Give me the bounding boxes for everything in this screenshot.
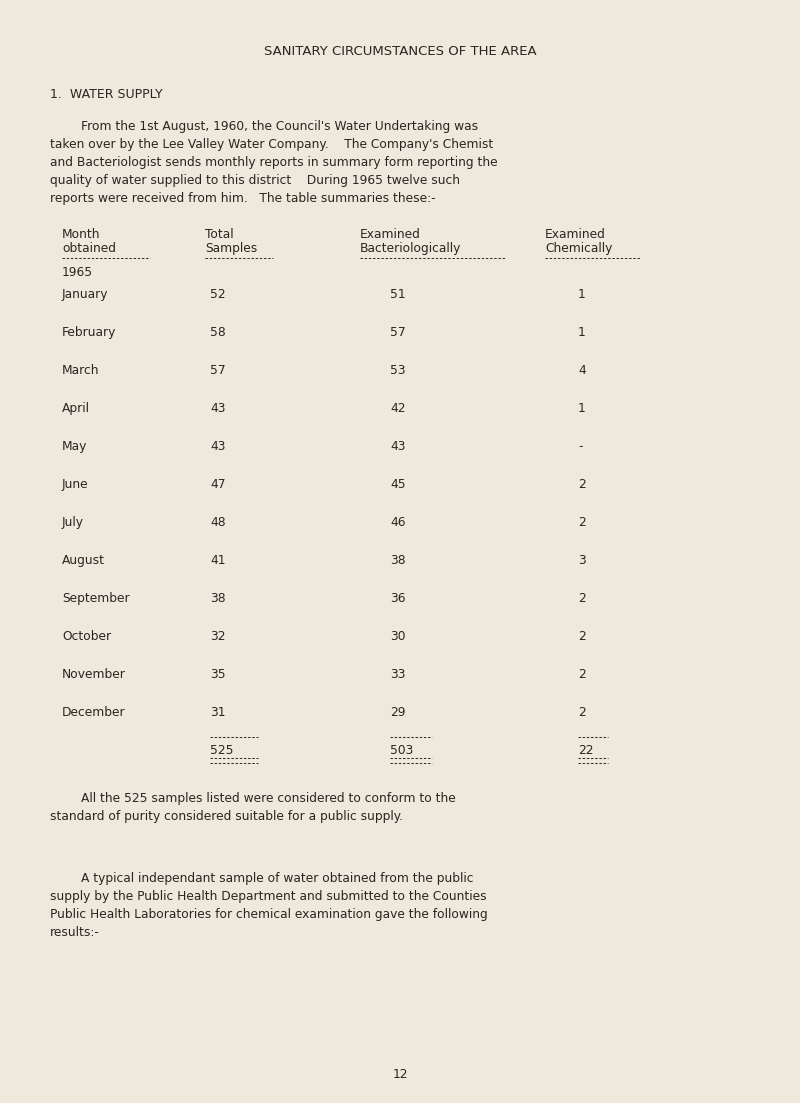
Text: November: November: [62, 668, 126, 681]
Text: standard of purity considered suitable for a public supply.: standard of purity considered suitable f…: [50, 810, 403, 823]
Text: 12: 12: [392, 1068, 408, 1081]
Text: 29: 29: [390, 706, 406, 719]
Text: 2: 2: [578, 706, 586, 719]
Text: 51: 51: [390, 288, 406, 301]
Text: July: July: [62, 516, 84, 529]
Text: Total: Total: [205, 228, 234, 240]
Text: 2: 2: [578, 478, 586, 491]
Text: June: June: [62, 478, 89, 491]
Text: 2: 2: [578, 668, 586, 681]
Text: 38: 38: [390, 554, 406, 567]
Text: 46: 46: [390, 516, 406, 529]
Text: 22: 22: [578, 745, 594, 757]
Text: Samples: Samples: [205, 242, 258, 255]
Text: 33: 33: [390, 668, 406, 681]
Text: 45: 45: [390, 478, 406, 491]
Text: From the 1st August, 1960, the Council's Water Undertaking was: From the 1st August, 1960, the Council's…: [50, 120, 478, 133]
Text: April: April: [62, 401, 90, 415]
Text: 3: 3: [578, 554, 586, 567]
Text: supply by the Public Health Department and submitted to the Counties: supply by the Public Health Department a…: [50, 890, 486, 903]
Text: All the 525 samples listed were considered to conform to the: All the 525 samples listed were consider…: [50, 792, 456, 805]
Text: 1: 1: [578, 288, 586, 301]
Text: Month: Month: [62, 228, 101, 240]
Text: 38: 38: [210, 592, 226, 606]
Text: and Bacteriologist sends monthly reports in summary form reporting the: and Bacteriologist sends monthly reports…: [50, 156, 498, 169]
Text: results:-: results:-: [50, 927, 100, 939]
Text: January: January: [62, 288, 109, 301]
Text: 2: 2: [578, 516, 586, 529]
Text: 57: 57: [210, 364, 226, 377]
Text: February: February: [62, 326, 116, 339]
Text: 57: 57: [390, 326, 406, 339]
Text: quality of water supplied to this district    During 1965 twelve such: quality of water supplied to this distri…: [50, 174, 460, 188]
Text: 36: 36: [390, 592, 406, 606]
Text: 1965: 1965: [62, 266, 93, 279]
Text: taken over by the Lee Valley Water Company.    The Company's Chemist: taken over by the Lee Valley Water Compa…: [50, 138, 494, 151]
Text: 2: 2: [578, 592, 586, 606]
Text: 43: 43: [390, 440, 406, 453]
Text: 4: 4: [578, 364, 586, 377]
Text: -: -: [578, 440, 582, 453]
Text: May: May: [62, 440, 87, 453]
Text: 42: 42: [390, 401, 406, 415]
Text: Examined: Examined: [545, 228, 606, 240]
Text: 43: 43: [210, 401, 226, 415]
Text: 503: 503: [390, 745, 414, 757]
Text: 41: 41: [210, 554, 226, 567]
Text: October: October: [62, 630, 111, 643]
Text: 525: 525: [210, 745, 234, 757]
Text: August: August: [62, 554, 105, 567]
Text: reports were received from him.   The table summaries these:-: reports were received from him. The tabl…: [50, 192, 436, 205]
Text: 1.  WATER SUPPLY: 1. WATER SUPPLY: [50, 88, 162, 101]
Text: 48: 48: [210, 516, 226, 529]
Text: 35: 35: [210, 668, 226, 681]
Text: September: September: [62, 592, 130, 606]
Text: 32: 32: [210, 630, 226, 643]
Text: 53: 53: [390, 364, 406, 377]
Text: SANITARY CIRCUMSTANCES OF THE AREA: SANITARY CIRCUMSTANCES OF THE AREA: [264, 45, 536, 58]
Text: Public Health Laboratories for chemical examination gave the following: Public Health Laboratories for chemical …: [50, 908, 488, 921]
Text: Bacteriologically: Bacteriologically: [360, 242, 462, 255]
Text: 1: 1: [578, 401, 586, 415]
Text: 2: 2: [578, 630, 586, 643]
Text: December: December: [62, 706, 126, 719]
Text: 30: 30: [390, 630, 406, 643]
Text: Examined: Examined: [360, 228, 421, 240]
Text: 1: 1: [578, 326, 586, 339]
Text: obtained: obtained: [62, 242, 116, 255]
Text: March: March: [62, 364, 99, 377]
Text: 58: 58: [210, 326, 226, 339]
Text: 43: 43: [210, 440, 226, 453]
Text: 31: 31: [210, 706, 226, 719]
Text: 52: 52: [210, 288, 226, 301]
Text: Chemically: Chemically: [545, 242, 612, 255]
Text: A typical independant sample of water obtained from the public: A typical independant sample of water ob…: [50, 872, 474, 885]
Text: 47: 47: [210, 478, 226, 491]
